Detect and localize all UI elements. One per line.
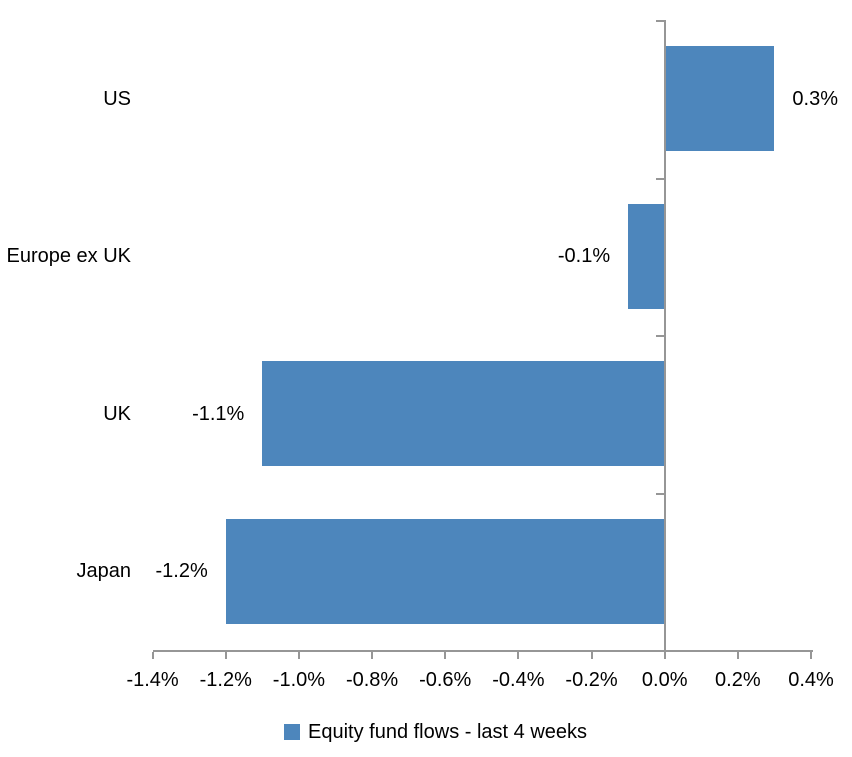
category-axis-tick [655,492,664,495]
category-axis-tick [655,20,664,22]
data-label: -0.1% [557,245,611,268]
bar-europe-ex-uk [628,203,665,309]
legend-series-marker [284,724,300,740]
x-tick-label: -0.2% [565,669,618,691]
category-axis-line [663,20,666,652]
bar-uk [262,361,665,467]
x-tick-label: -1.4% [126,669,179,691]
category-label: UK [103,402,131,425]
legend-label: Equity fund flows - last 4 weeks [308,721,588,743]
x-axis-tick [224,652,227,659]
category-axis-tick [655,335,664,337]
x-axis-tick [517,652,520,659]
data-label: 0.3% [792,87,839,110]
category-label: Europe ex UK [6,245,131,268]
x-axis-tick [151,652,154,659]
category-label: Japan [76,560,132,583]
x-tick-label: -0.4% [492,669,545,691]
bar-us [664,46,775,152]
category-label: US [103,87,131,110]
x-tick-label: 0.2% [715,669,761,691]
x-axis-tick [297,652,300,659]
x-axis-line [152,650,813,652]
legend: Equity fund flows - last 4 weeks [284,720,587,744]
x-tick-label: -1.2% [199,669,252,691]
x-tick-label: -1.0% [272,669,326,691]
bar-japan [225,518,665,624]
category-axis-tick [655,177,664,180]
data-label: -1.1% [192,402,245,425]
x-axis-tick [444,652,447,659]
x-axis-tick [371,652,374,659]
x-tick-label: -0.8% [345,669,399,691]
x-tick-label: -0.6% [419,669,472,691]
x-axis-tick [810,652,812,659]
x-axis-tick [736,652,739,659]
x-axis-tick [590,652,593,659]
x-axis-tick [663,652,666,659]
data-label: -1.2% [155,560,208,583]
x-tick-label: 0.4% [788,669,834,691]
x-tick-label: 0.0% [641,669,688,691]
